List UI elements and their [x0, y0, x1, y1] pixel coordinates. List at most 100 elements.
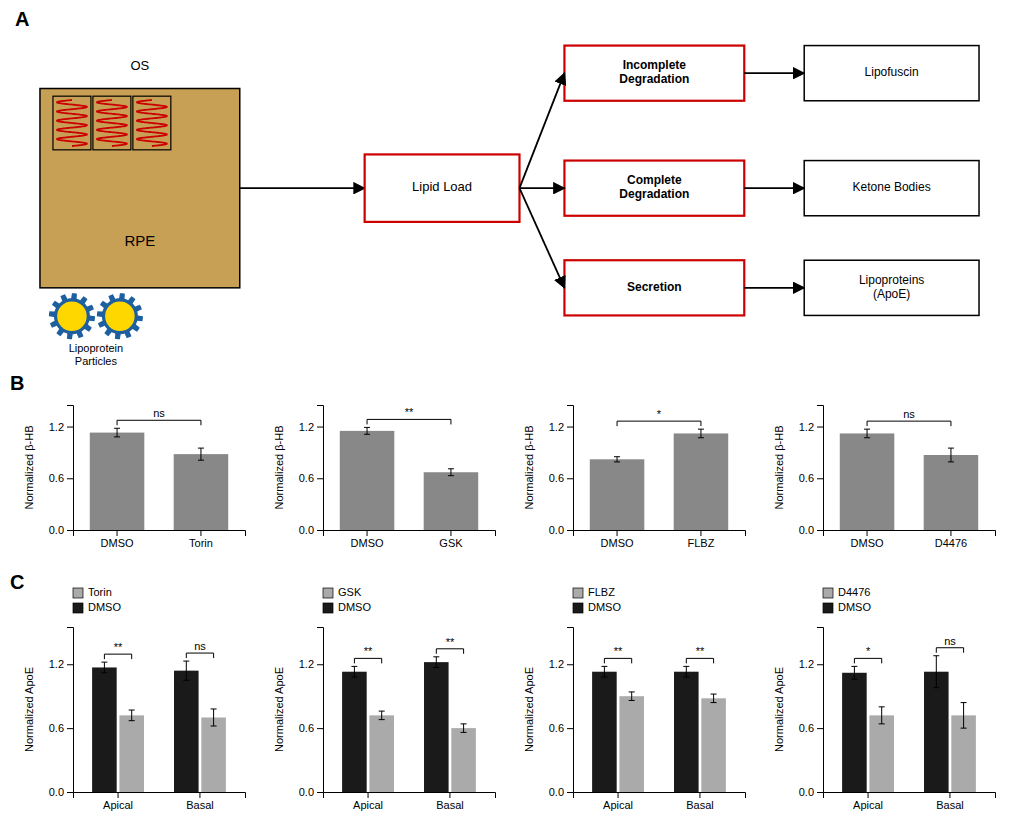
x-axis: ApicalBasal: [324, 792, 496, 811]
y-axis-title: Normalized β-HB: [773, 426, 785, 510]
os-label-line: OS: [130, 58, 149, 73]
y-axis: 0.00.61.2: [49, 406, 74, 537]
plot: 0.00.61.2DMSOTorinnsNormalized β-HB: [23, 406, 246, 549]
panel-label: C: [10, 571, 24, 593]
y-tick-mark: [817, 478, 823, 479]
x-tick-mark: [867, 530, 868, 536]
x-tick: FLBZ: [687, 530, 714, 549]
y-tick-label: 0.0: [799, 786, 814, 798]
bar: [424, 472, 479, 530]
bar: [701, 698, 726, 792]
x-tick: Apical: [103, 792, 133, 811]
y-tick-mark: [817, 427, 823, 428]
x-tick-label: FLBZ: [687, 537, 714, 549]
error-bar: [198, 448, 204, 460]
x-tick-mark: [199, 792, 200, 798]
x-axis: DMSOD4476: [824, 530, 996, 549]
y-tick-mark: [67, 530, 73, 531]
significance-label: **: [696, 645, 705, 657]
error-bar: [629, 692, 635, 701]
x-tick-mark: [617, 530, 618, 536]
panel-label: A: [15, 8, 29, 30]
bar-chart: C0.00.61.2ApicalBasal**nsNormalized ApoE…: [10, 571, 246, 811]
y-axis-title: Normalized β-HB: [23, 426, 35, 510]
bar: [174, 454, 229, 530]
y-tick-mark: [67, 478, 73, 479]
x-axis: DMSOGSK: [324, 530, 496, 549]
y-tick-label: 0.6: [49, 722, 64, 734]
bar: [592, 672, 617, 792]
outcome-label: Lipoproteins(ApoE): [859, 273, 924, 301]
plot: 0.00.61.2DMSOGSK**Normalized β-HB: [273, 406, 496, 549]
error-bar: [211, 709, 217, 726]
error-bar: [129, 710, 135, 721]
y-tick-label: 1.2: [549, 421, 564, 433]
pathway-box: [564, 260, 744, 315]
bar: [340, 431, 395, 530]
significance-bracket: [854, 658, 881, 663]
x-axis-line: [824, 793, 996, 799]
legend-label: D4476: [838, 586, 870, 598]
y-tick-mark: [817, 792, 823, 793]
marks: [90, 428, 228, 530]
y-tick: 0.0: [549, 524, 573, 536]
x-axis: DMSOFLBZ: [574, 530, 746, 549]
legend-entry: DMSO: [73, 601, 121, 613]
y-tick: 0.0: [299, 524, 323, 536]
bar: [201, 717, 226, 792]
significance-bracket: [867, 421, 951, 426]
significance-label: **: [614, 645, 623, 657]
y-axis: 0.00.61.2: [799, 406, 824, 537]
y-tick-mark: [317, 478, 323, 479]
y-tick: 1.2: [549, 658, 573, 670]
figure: ARPEOSLipoproteinParticlesLipid LoadInco…: [0, 0, 1019, 830]
outcome-box: [804, 260, 979, 315]
pathway-label-line: Degradation: [619, 187, 689, 201]
y-tick: 0.6: [549, 472, 573, 484]
y-tick-mark: [67, 792, 73, 793]
legend-entry: FLBZ: [573, 586, 615, 598]
bar: [674, 433, 729, 530]
marks: [842, 656, 976, 792]
error-bar: [948, 448, 954, 462]
y-axis-title: Normalized ApoE: [23, 667, 35, 752]
os-label: OS: [130, 58, 149, 73]
error-bar: [601, 666, 607, 677]
arrow: [744, 287, 804, 289]
y-tick: 1.2: [299, 421, 323, 433]
legend: FLBZ DMSO: [573, 586, 621, 613]
legend-swatch: [323, 603, 333, 613]
bar-chart: 0.00.61.2ApicalBasal*nsNormalized ApoED4…: [773, 586, 996, 811]
y-tick-label: 0.6: [549, 722, 564, 734]
x-tick-mark: [700, 530, 701, 536]
bar: [119, 715, 144, 792]
rpe-label: RPE: [124, 232, 155, 249]
legend-label: DMSO: [88, 601, 121, 613]
bar: [451, 728, 476, 792]
outcome-box: [804, 161, 979, 216]
bar: [174, 671, 199, 792]
y-tick-mark: [567, 728, 573, 729]
y-axis-line: [317, 406, 324, 531]
x-tick: Basal: [186, 792, 214, 811]
x-tick: Basal: [936, 792, 964, 811]
x-tick-mark: [118, 792, 119, 798]
y-axis-title: Normalized β-HB: [523, 426, 535, 510]
y-axis: 0.00.61.2: [299, 628, 324, 799]
error-bar: [114, 428, 120, 437]
y-tick-mark: [567, 664, 573, 665]
x-tick-label: Apical: [353, 799, 383, 811]
significance-bracket: [436, 649, 463, 654]
error-bar: [933, 656, 939, 688]
panel-label: B: [10, 372, 24, 394]
legend-label: DMSO: [588, 601, 621, 613]
y-tick: 0.6: [299, 472, 323, 484]
x-tick: Basal: [686, 792, 714, 811]
y-axis-line: [817, 406, 824, 531]
x-tick-mark: [367, 530, 368, 536]
gear-core: [105, 301, 135, 331]
error-bar: [864, 429, 870, 438]
y-tick-mark: [317, 728, 323, 729]
error-bar: [961, 703, 967, 729]
coil-frame: [133, 96, 171, 150]
